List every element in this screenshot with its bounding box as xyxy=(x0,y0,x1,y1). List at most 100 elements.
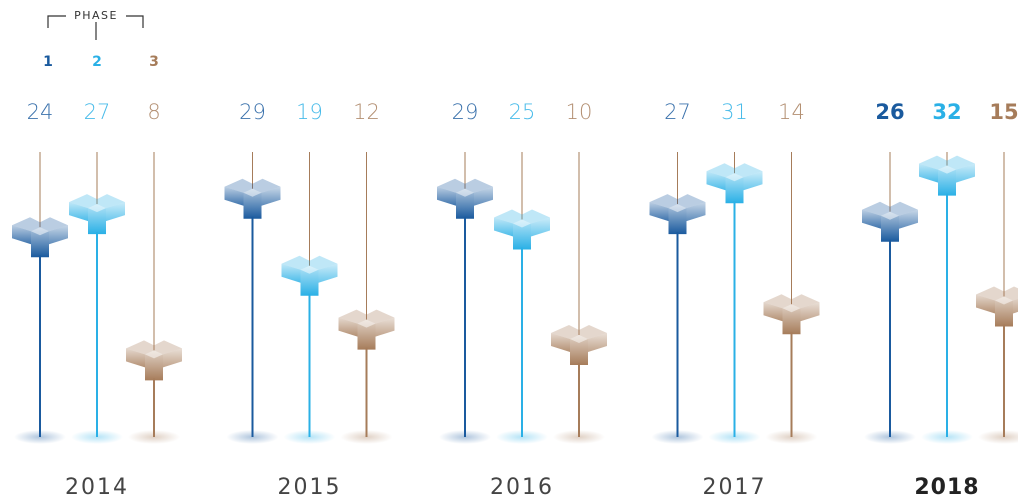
cube-face xyxy=(145,350,163,381)
cube-marker xyxy=(706,163,763,204)
cube-face xyxy=(531,217,550,237)
value-label: 29 xyxy=(452,100,479,124)
cube-marker xyxy=(126,340,182,381)
cube-face xyxy=(668,204,687,213)
cube-face xyxy=(938,165,956,174)
value-label: 15 xyxy=(989,100,1018,124)
cube-marker xyxy=(224,178,281,219)
cube-face xyxy=(1013,298,1018,314)
cube-face xyxy=(88,204,106,235)
cube-face xyxy=(126,348,145,368)
value-label: 10 xyxy=(566,100,593,124)
cube-face xyxy=(437,186,456,206)
cube-face xyxy=(725,173,744,182)
cube-face xyxy=(224,186,244,206)
value-label: 27 xyxy=(84,100,111,124)
cube-face xyxy=(995,296,1013,327)
legend-bracket xyxy=(47,15,66,28)
cube-face xyxy=(281,263,301,283)
cube-face xyxy=(513,219,531,250)
value-label: 19 xyxy=(296,100,323,124)
cube-face xyxy=(300,265,319,274)
value-label: 14 xyxy=(778,100,805,124)
cube-face xyxy=(31,227,49,236)
value-label: 25 xyxy=(509,100,536,124)
cube-face xyxy=(106,202,125,222)
cube-face xyxy=(49,225,68,245)
cube-face xyxy=(243,188,262,219)
value-label: 27 xyxy=(664,100,691,124)
cube-face xyxy=(300,265,319,296)
x-tick-label: 2018 xyxy=(914,475,979,500)
value-label: 12 xyxy=(353,100,380,124)
cube-marker xyxy=(976,286,1018,327)
value-label: 8 xyxy=(147,100,160,124)
cube-face xyxy=(976,286,1018,301)
cube-face xyxy=(126,340,182,355)
legend-label: 1 xyxy=(43,54,53,70)
x-tick-label: 2015 xyxy=(278,475,342,500)
cube-face xyxy=(357,319,376,328)
cube-face xyxy=(881,211,899,242)
cube-face xyxy=(686,202,706,222)
cube-face xyxy=(881,211,899,220)
cube-face xyxy=(261,186,281,206)
cube-face xyxy=(88,204,106,213)
cube-face xyxy=(494,217,513,237)
cube-face xyxy=(357,319,376,350)
cube-marker xyxy=(12,217,68,258)
base-glow xyxy=(978,430,1018,444)
x-tick-label: 2017 xyxy=(703,475,767,500)
value-label: 26 xyxy=(875,100,904,124)
cube-face xyxy=(513,219,531,228)
cube-face xyxy=(456,188,474,197)
cube-face xyxy=(649,194,706,209)
cube-face xyxy=(474,186,493,206)
cube-marker xyxy=(437,178,493,219)
cube-face xyxy=(976,294,995,314)
value-label: 24 xyxy=(27,100,54,124)
cube-face xyxy=(743,171,763,191)
cube-face xyxy=(570,335,588,365)
cube-face xyxy=(800,302,820,322)
cube-face xyxy=(938,165,956,196)
cube-face xyxy=(375,317,395,337)
cube-face xyxy=(956,163,975,183)
cube-face xyxy=(588,333,607,352)
cube-face xyxy=(782,304,801,313)
cube-face xyxy=(12,225,31,245)
cube-face xyxy=(862,201,918,216)
cube-face xyxy=(69,194,125,209)
cube-face xyxy=(649,202,669,222)
cube-face xyxy=(763,294,820,309)
legend: PHASE xyxy=(47,9,144,40)
cube-face xyxy=(899,209,918,229)
cube-marker xyxy=(69,194,125,235)
cube-face xyxy=(338,317,358,337)
cube-face xyxy=(706,163,763,178)
cube-face xyxy=(706,171,726,191)
cube-marker xyxy=(919,155,975,196)
cube-face xyxy=(494,209,550,224)
cube-face xyxy=(668,204,687,235)
cube-face xyxy=(437,178,493,193)
x-tick-label: 2014 xyxy=(65,475,129,500)
legend-label: 3 xyxy=(149,54,159,70)
cube-face xyxy=(281,255,338,270)
value-label: 31 xyxy=(721,100,748,124)
legend-title: PHASE xyxy=(74,9,118,22)
cube-marker xyxy=(551,325,607,365)
x-tick-label: 2016 xyxy=(490,475,554,500)
value-label: 32 xyxy=(932,100,961,124)
cube-face xyxy=(318,263,338,283)
cube-marker xyxy=(281,255,338,296)
cube-face xyxy=(862,209,881,229)
value-label: 29 xyxy=(239,100,266,124)
cube-face xyxy=(31,227,49,258)
cube-face xyxy=(243,188,262,197)
cube-face xyxy=(570,335,588,343)
cube-marker xyxy=(862,201,918,242)
cube-face xyxy=(551,325,607,339)
cube-face xyxy=(725,173,744,204)
cube-face xyxy=(163,348,182,368)
